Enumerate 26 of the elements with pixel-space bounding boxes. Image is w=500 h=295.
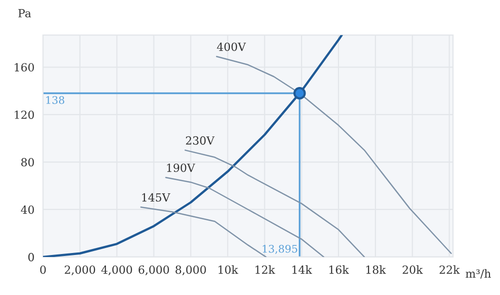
x-tick-label: 14k bbox=[292, 265, 312, 274]
x-tick-label: 20k bbox=[402, 265, 423, 274]
ref-line-label: 13,895 bbox=[262, 244, 298, 254]
y-axis-title: Pa bbox=[18, 9, 32, 18]
x-tick-label: 6,000 bbox=[138, 265, 169, 276]
x-tick-label: 10k bbox=[218, 265, 238, 274]
x-tick-label: 18k bbox=[366, 265, 386, 274]
x-tick-label: 22k bbox=[440, 265, 460, 274]
x-tick-label: 4,000 bbox=[101, 265, 132, 276]
series-label: 190V bbox=[167, 164, 196, 172]
y-tick-label: 0 bbox=[28, 252, 34, 262]
y-tick-label: 160 bbox=[14, 63, 34, 72]
x-tick-label: 12k bbox=[256, 265, 276, 274]
series-label: 230V bbox=[186, 136, 215, 145]
x-tick-label: 8,000 bbox=[176, 265, 206, 276]
y-tick-label: 40 bbox=[20, 205, 34, 214]
series-label: 400V bbox=[216, 42, 246, 51]
x-tick-label: 2,000 bbox=[64, 265, 96, 276]
line-series bbox=[216, 56, 452, 254]
series-label: 145V bbox=[142, 193, 170, 202]
x-tick-label: 16k bbox=[329, 265, 350, 274]
y-tick-label: 80 bbox=[21, 158, 34, 166]
x-tick-label: 0 bbox=[40, 265, 46, 274]
ref-line-label: 138 bbox=[46, 96, 64, 104]
y-tick-label: 120 bbox=[14, 110, 34, 119]
x-axis-title: m³/h bbox=[466, 269, 491, 279]
